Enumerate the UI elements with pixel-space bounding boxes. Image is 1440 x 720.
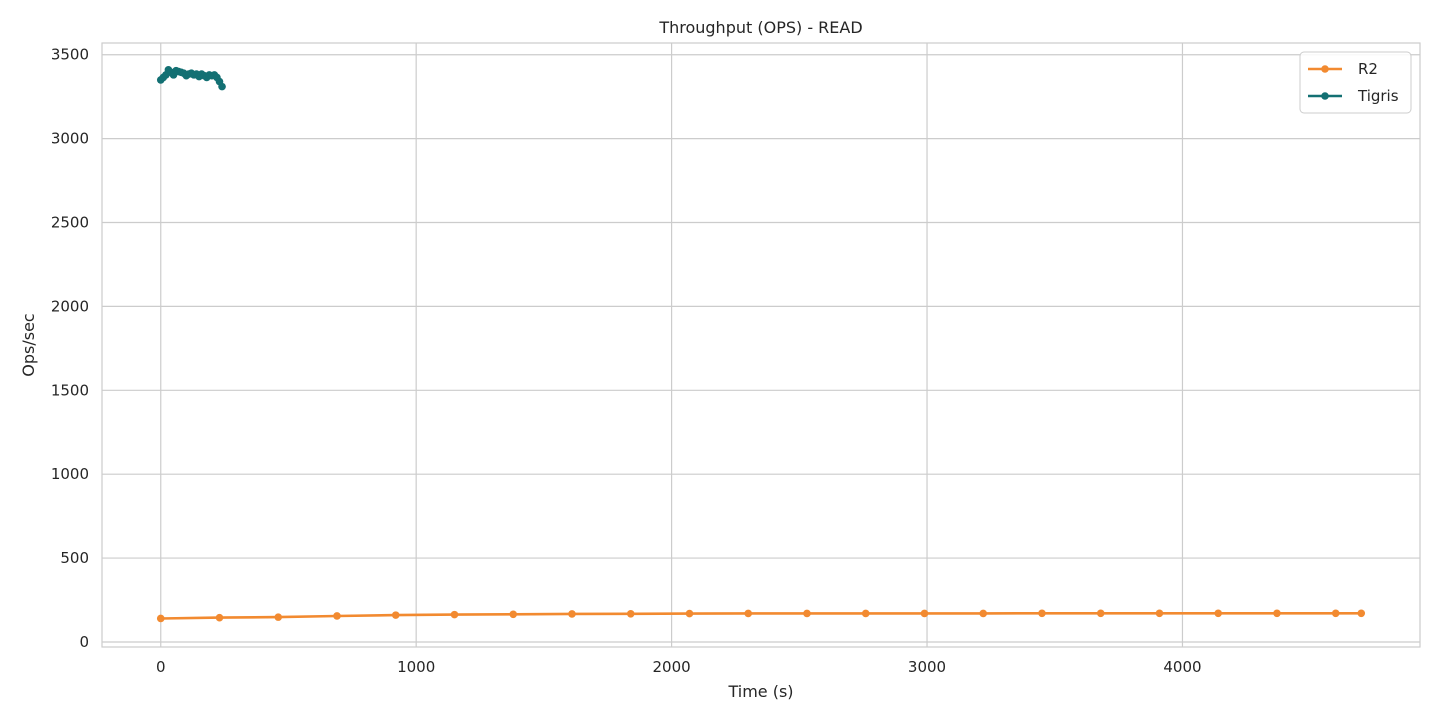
legend-swatch-marker [1321, 92, 1329, 100]
data-point-r2 [1273, 609, 1281, 618]
series-tigris [156, 66, 226, 91]
x-tick-label: 1000 [397, 658, 435, 676]
data-point-r2 [979, 609, 988, 618]
data-point-r2 [1331, 609, 1340, 618]
data-point-r2 [1214, 609, 1223, 618]
data-point-r2 [861, 609, 870, 618]
x-tick-label: 2000 [653, 658, 691, 676]
legend-swatch-marker [1321, 65, 1329, 73]
data-point-r2 [509, 610, 518, 619]
y-tick-label: 1000 [51, 465, 89, 483]
y-tick-label: 2000 [51, 297, 89, 315]
x-tick-label: 0 [156, 658, 166, 676]
plot-frame [101, 42, 1421, 648]
data-point-r2 [685, 609, 694, 618]
data-point-r2 [1155, 609, 1164, 618]
tick-labels: 0 1000 2000 3000 4000 0 500 1000 1500 2000 2500 300… [51, 46, 1202, 676]
data-point-r2 [744, 609, 753, 618]
x-tick-label: 4000 [1163, 658, 1201, 676]
data-point-r2 [215, 613, 224, 622]
legend-item-r2: R2 [1308, 60, 1378, 78]
y-tick-label: 500 [60, 549, 89, 567]
data-point-tigris [218, 82, 226, 91]
data-point-r2 [1357, 609, 1366, 618]
data-point-r2 [1038, 609, 1046, 618]
data-point-r2 [803, 609, 811, 618]
series-layer [156, 66, 1366, 623]
y-tick-label: 1500 [51, 381, 89, 399]
y-tick-label: 2500 [51, 214, 89, 232]
series-r2 [156, 609, 1366, 623]
y-axis-label: Ops/sec [19, 313, 38, 376]
data-point-r2 [450, 610, 459, 619]
data-point-r2 [156, 614, 165, 623]
x-tick-label: 3000 [908, 658, 946, 676]
legend-label: R2 [1358, 60, 1378, 78]
y-tick-label: 0 [79, 633, 89, 651]
legend: R2 Tigris [1299, 51, 1412, 114]
legend-item-tigris: Tigris [1308, 87, 1399, 105]
series-line-r2 [160, 611, 1362, 620]
y-tick-label: 3500 [51, 46, 89, 64]
data-point-r2 [920, 609, 929, 618]
data-point-r2 [333, 612, 341, 620]
legend-label: Tigris [1357, 87, 1399, 105]
data-point-r2 [1096, 609, 1105, 618]
y-tick-label: 3000 [51, 130, 89, 148]
data-point-r2 [568, 610, 576, 618]
chart-title: Throughput (OPS) - READ [658, 18, 862, 37]
x-axis-label: Time (s) [727, 682, 793, 701]
grid-lines [102, 43, 1420, 647]
data-point-r2 [274, 613, 283, 621]
data-point-r2 [626, 609, 635, 618]
data-point-r2 [391, 611, 400, 619]
